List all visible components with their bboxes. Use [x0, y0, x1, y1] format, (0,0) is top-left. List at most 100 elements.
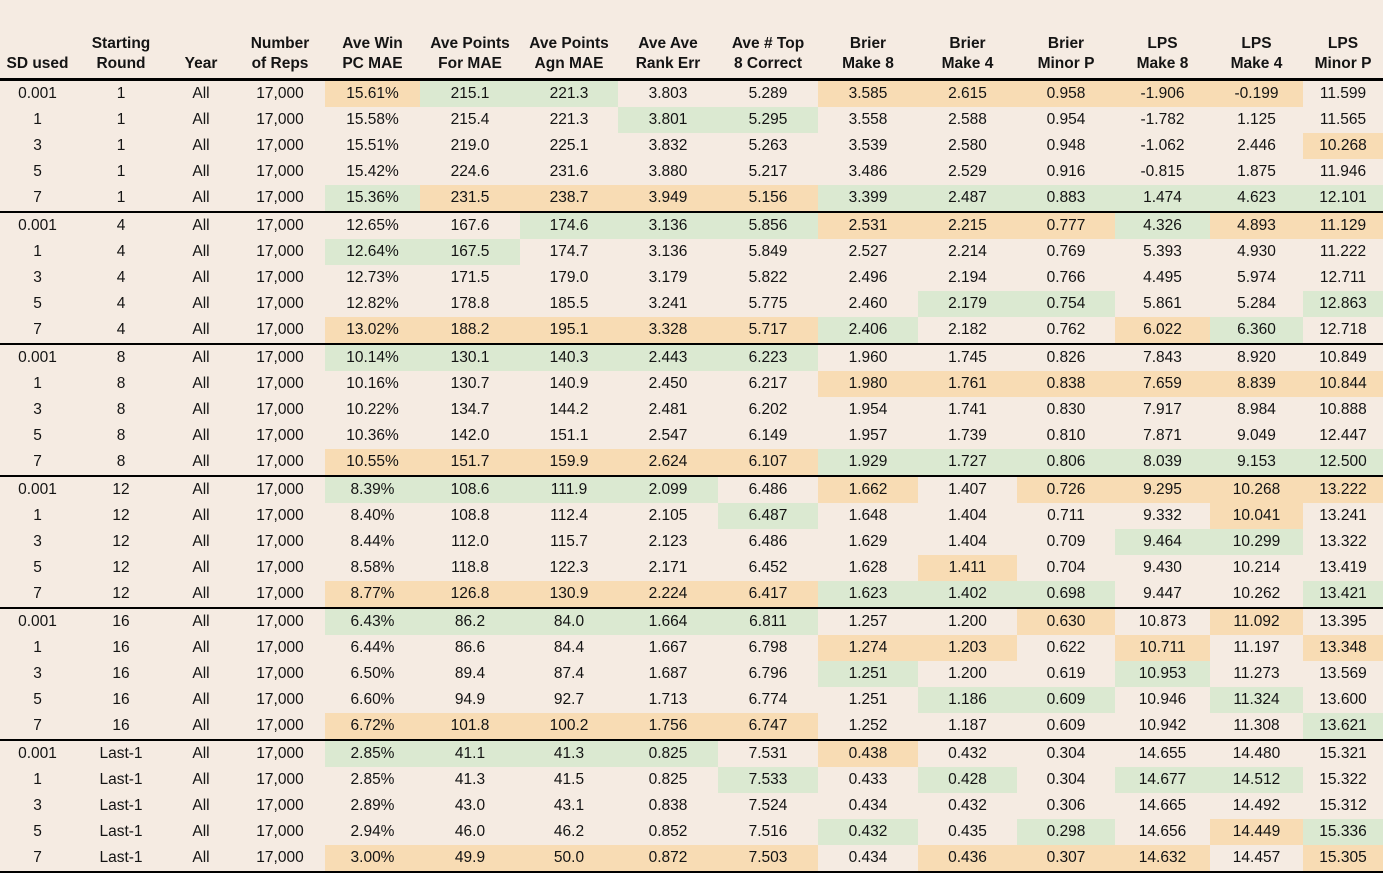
cell-top8[interactable]: 5.775: [748, 295, 788, 312]
cell-sd[interactable]: 0.001: [18, 85, 57, 102]
cell-pf[interactable]: 167.6: [450, 217, 490, 234]
cell-win[interactable]: 6.72%: [325, 713, 420, 740]
cell-win[interactable]: 10.14%: [325, 344, 420, 371]
cell-year[interactable]: All: [192, 771, 210, 788]
cell-bm[interactable]: 0.630: [1017, 608, 1115, 635]
cell-lm[interactable]: 13.621: [1303, 713, 1383, 740]
cell-pa[interactable]: 225.1: [549, 137, 589, 154]
cell-l8[interactable]: 10.942: [1138, 717, 1187, 734]
cell-b8[interactable]: 1.628: [848, 559, 888, 576]
cell-b4[interactable]: 2.588: [948, 111, 987, 128]
cell-sd[interactable]: 3: [33, 269, 42, 286]
cell-pa[interactable]: 41.3: [520, 740, 618, 767]
cell-reps[interactable]: 17,000: [256, 295, 304, 312]
cell-l4[interactable]: 10.041: [1210, 503, 1303, 529]
cell-pa[interactable]: 238.7: [520, 185, 618, 212]
cell-lm[interactable]: 12.718: [1319, 321, 1367, 338]
cell-b4[interactable]: 1.407: [948, 481, 987, 498]
cell-b8[interactable]: 1.957: [848, 427, 888, 444]
cell-l8[interactable]: 10.711: [1115, 635, 1210, 661]
cell-l8[interactable]: 14.677: [1115, 767, 1210, 793]
cell-round[interactable]: 12: [112, 507, 130, 524]
cell-round[interactable]: 8: [116, 349, 126, 366]
cell-rank[interactable]: 2.547: [648, 427, 688, 444]
cell-win[interactable]: 8.58%: [350, 559, 395, 576]
cell-rank[interactable]: 0.838: [648, 797, 688, 814]
cell-b8[interactable]: 2.460: [848, 295, 888, 312]
cell-win[interactable]: 12.82%: [346, 295, 399, 312]
cell-rank[interactable]: 2.171: [648, 559, 688, 576]
cell-b4[interactable]: 2.615: [918, 79, 1017, 107]
cell-year[interactable]: All: [192, 427, 210, 444]
cell-win[interactable]: 12.73%: [346, 269, 399, 286]
cell-sd[interactable]: 7: [33, 321, 42, 338]
cell-l8[interactable]: 4.495: [1143, 269, 1182, 286]
cell-pf[interactable]: 219.0: [450, 137, 490, 154]
cell-sd[interactable]: 7: [33, 849, 42, 866]
cell-reps[interactable]: 17,000: [256, 717, 304, 734]
cell-l4[interactable]: 5.284: [1237, 295, 1276, 312]
cell-b8[interactable]: 1.954: [848, 401, 888, 418]
cell-sd[interactable]: 1: [33, 771, 42, 788]
cell-round[interactable]: 1: [116, 163, 126, 180]
cell-top8[interactable]: 7.531: [748, 745, 788, 762]
cell-year[interactable]: All: [192, 137, 210, 154]
cell-pa[interactable]: 231.6: [549, 163, 589, 180]
cell-top8[interactable]: 6.811: [718, 608, 818, 635]
cell-pa[interactable]: 87.4: [553, 665, 585, 682]
cell-round[interactable]: 8: [116, 375, 126, 392]
cell-sd[interactable]: 7: [33, 189, 42, 206]
cell-bm[interactable]: 0.711: [1047, 507, 1085, 524]
cell-sd[interactable]: 0.001: [18, 217, 57, 234]
cell-pa[interactable]: 41.5: [553, 771, 585, 788]
cell-reps[interactable]: 17,000: [256, 269, 304, 286]
cell-lm[interactable]: 12.863: [1303, 291, 1383, 317]
cell-l8[interactable]: -1.906: [1115, 79, 1210, 107]
cell-b8[interactable]: 2.531: [818, 212, 918, 239]
cell-year[interactable]: All: [192, 111, 210, 128]
cell-l4[interactable]: -0.199: [1210, 79, 1303, 107]
cell-bm[interactable]: 0.769: [1046, 243, 1086, 260]
cell-pa[interactable]: 130.9: [520, 581, 618, 608]
cell-rank[interactable]: 3.136: [618, 212, 718, 239]
cell-top8[interactable]: 6.417: [718, 581, 818, 608]
cell-pf[interactable]: 41.1: [420, 740, 520, 767]
cell-pf[interactable]: 43.0: [454, 797, 486, 814]
cell-pf[interactable]: 108.6: [420, 476, 520, 503]
cell-l8[interactable]: 9.332: [1143, 507, 1182, 524]
cell-rank[interactable]: 0.825: [618, 740, 718, 767]
cell-b4[interactable]: 0.435: [948, 823, 987, 840]
cell-bm[interactable]: 0.954: [1046, 111, 1086, 128]
cell-lm[interactable]: 10.844: [1303, 371, 1383, 397]
cell-l8[interactable]: 7.871: [1143, 427, 1182, 444]
cell-l8[interactable]: 9.430: [1143, 559, 1182, 576]
cell-round[interactable]: 4: [116, 295, 126, 312]
cell-sd[interactable]: 5: [33, 295, 42, 312]
cell-bm[interactable]: 0.609: [1017, 687, 1115, 713]
cell-top8[interactable]: 5.822: [748, 269, 788, 286]
cell-win[interactable]: 10.16%: [346, 375, 399, 392]
cell-lm[interactable]: 10.268: [1303, 133, 1383, 159]
cell-bm[interactable]: 0.609: [1046, 717, 1086, 734]
cell-l8[interactable]: -1.782: [1140, 111, 1185, 128]
cell-l4[interactable]: 2.446: [1237, 137, 1276, 154]
cell-b4[interactable]: 1.402: [918, 581, 1017, 608]
cell-top8[interactable]: 6.217: [748, 375, 788, 392]
cell-round[interactable]: 12: [112, 481, 130, 498]
cell-b8[interactable]: 1.980: [818, 371, 918, 397]
cell-reps[interactable]: 17,000: [256, 375, 304, 392]
cell-bm[interactable]: 0.726: [1017, 476, 1115, 503]
cell-top8[interactable]: 5.856: [718, 212, 818, 239]
cell-l4[interactable]: 11.308: [1233, 717, 1280, 734]
cell-reps[interactable]: 17,000: [256, 533, 304, 550]
cell-b8[interactable]: 1.929: [818, 449, 918, 476]
cell-b4[interactable]: 1.761: [918, 371, 1017, 397]
cell-year[interactable]: All: [192, 375, 210, 392]
cell-pa[interactable]: 221.3: [549, 111, 589, 128]
cell-reps[interactable]: 17,000: [256, 507, 304, 524]
cell-reps[interactable]: 17,000: [256, 665, 304, 682]
cell-pf[interactable]: 112.0: [451, 533, 489, 550]
cell-round[interactable]: 1: [116, 137, 126, 154]
cell-b8[interactable]: 0.432: [818, 819, 918, 845]
cell-pf[interactable]: 167.5: [420, 239, 520, 265]
